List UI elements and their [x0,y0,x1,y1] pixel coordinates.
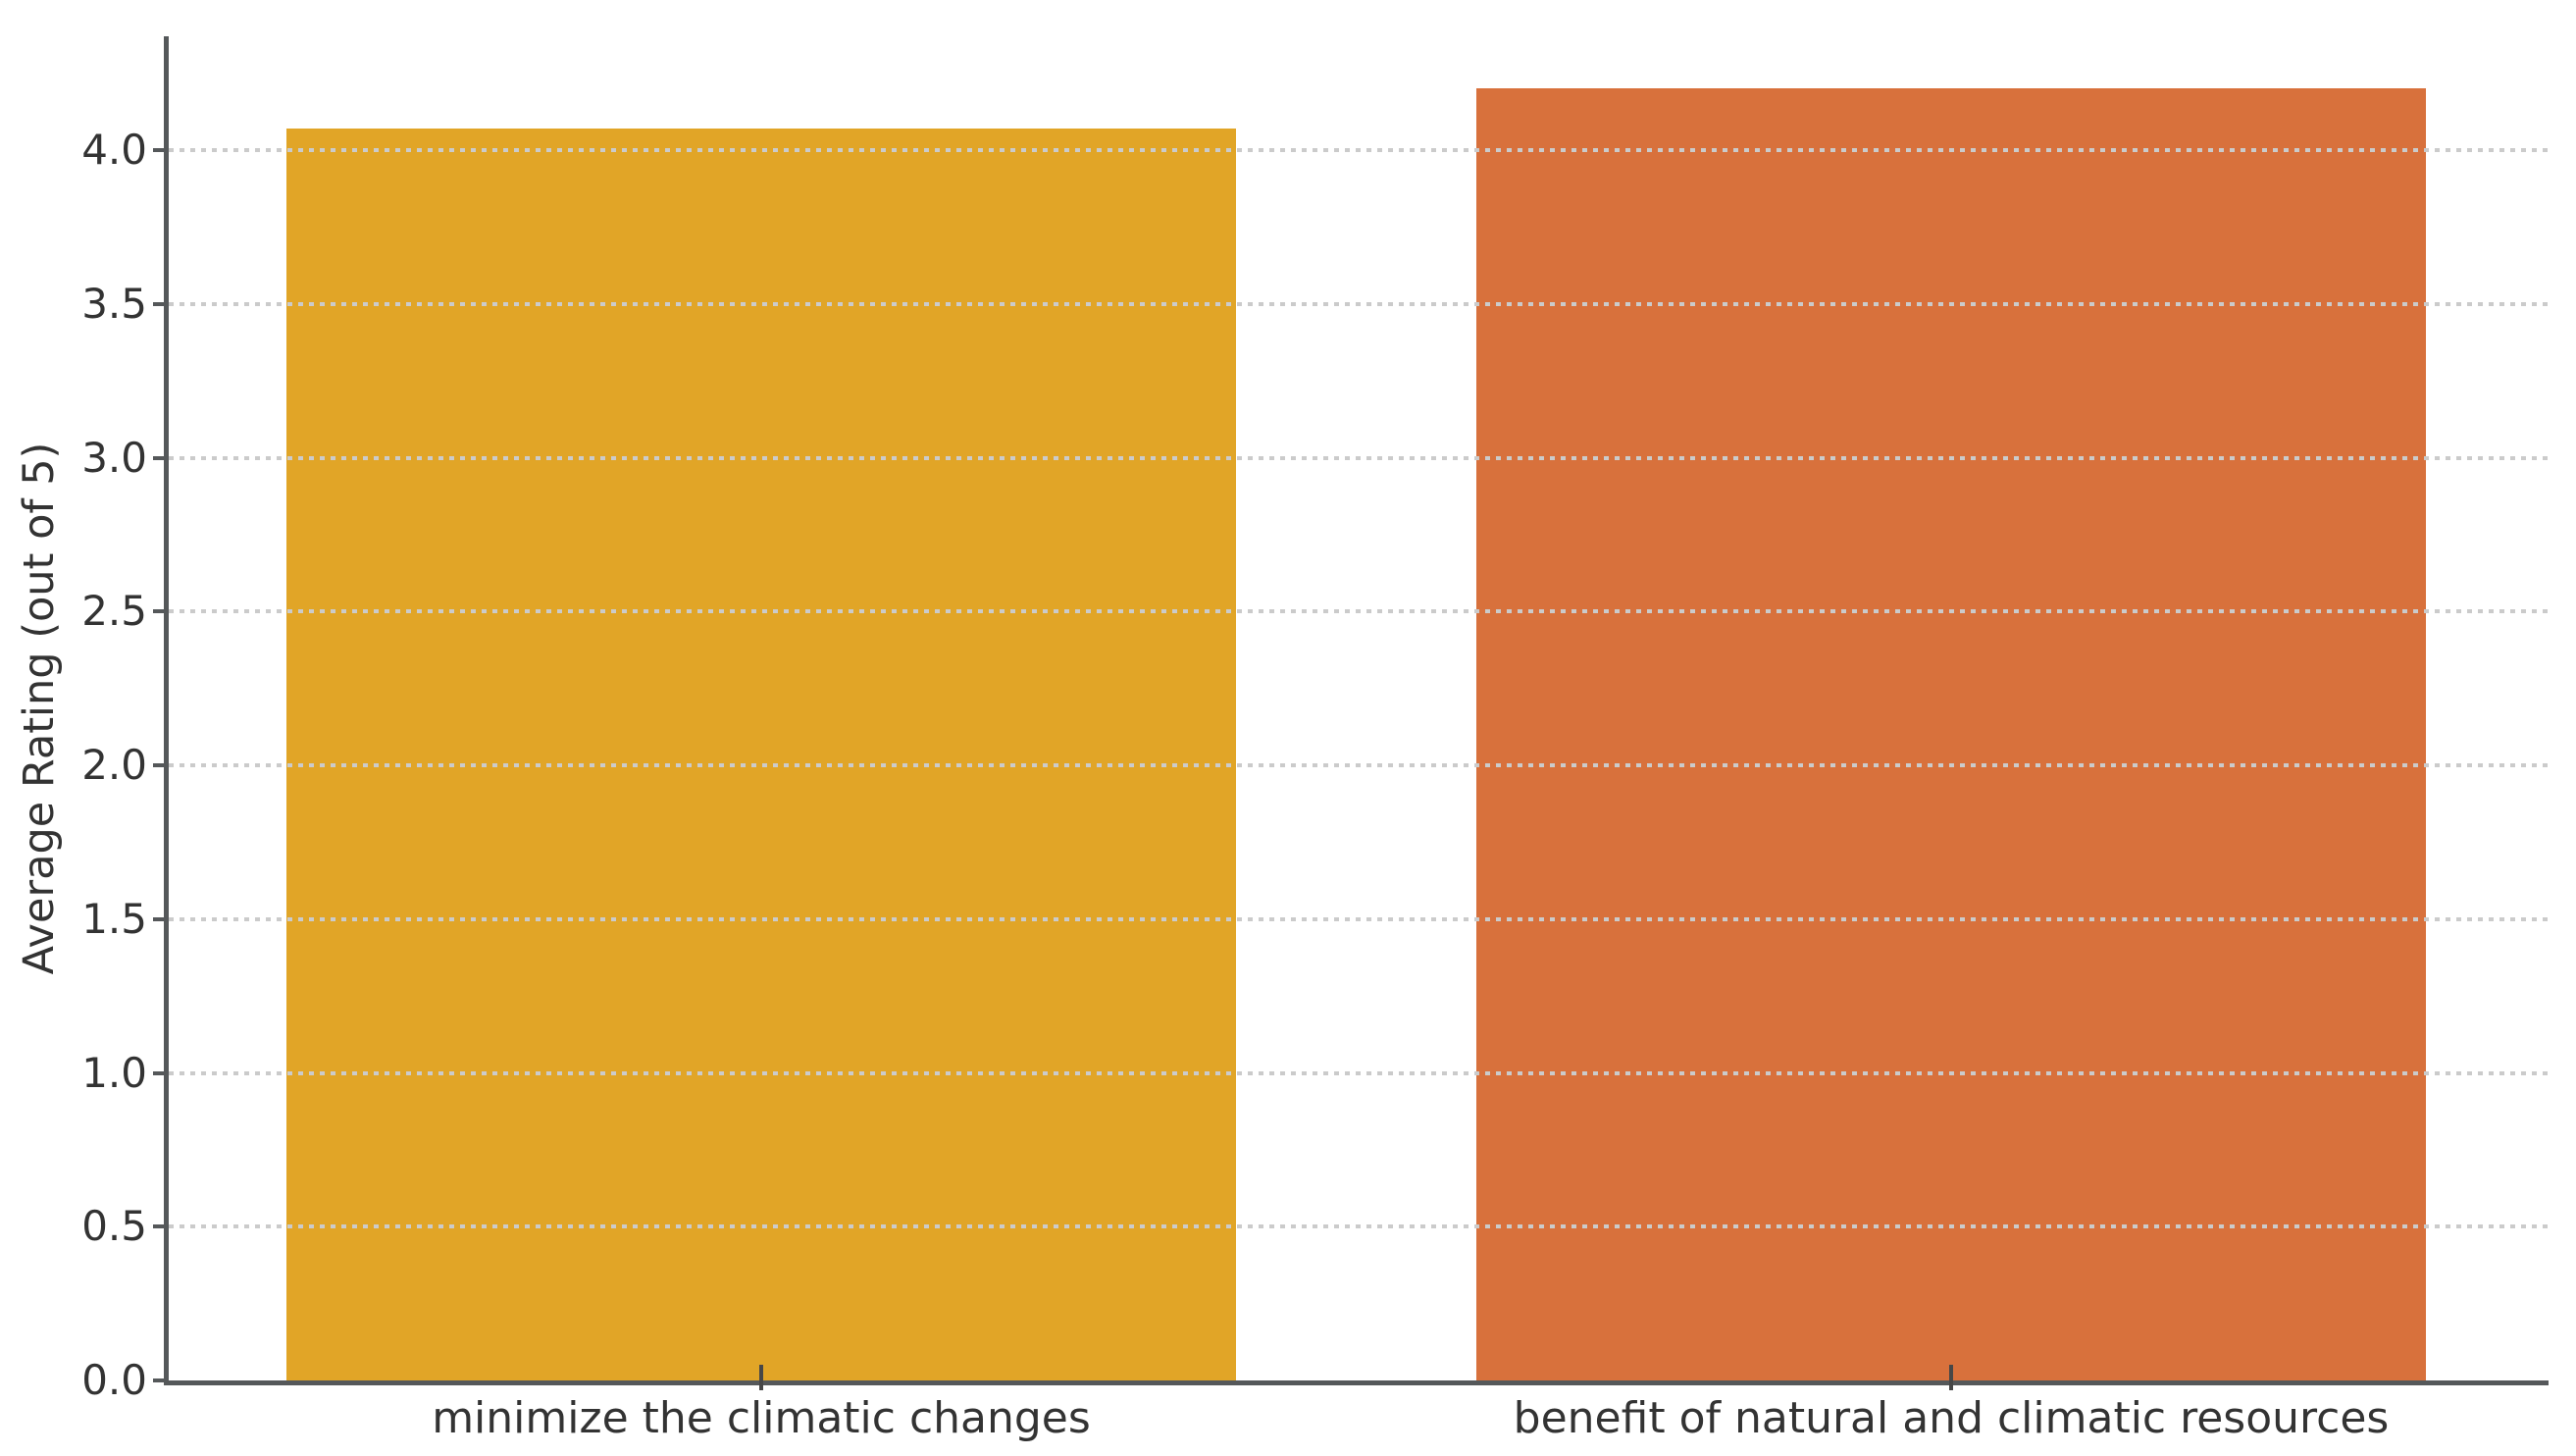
bar-benefit-of-natural-and-climatic-resources [1476,88,2426,1380]
x-tick-label-benefit-of-natural-and-climatic-resources: benefit of natural and climatic resource… [1513,1393,2390,1443]
gridline-2.5 [169,609,2549,614]
y-tick-label-3.0: 3.0 [81,433,147,482]
x-tick-label-minimize-the-climatic-changes: minimize the climatic changes [432,1393,1091,1443]
y-tick-label-0.0: 0.0 [81,1356,147,1404]
gridline-3.5 [169,301,2549,306]
y-tick-mark-4.0 [153,148,169,152]
y-tick-mark-3.0 [153,455,169,460]
y-tick-label-3.5: 3.5 [81,279,147,328]
gridline-3.0 [169,455,2549,460]
gridline-2.0 [169,763,2549,767]
y-tick-label-0.5: 0.5 [81,1202,147,1251]
y-tick-mark-3.5 [153,301,169,306]
y-tick-mark-0.5 [153,1224,169,1229]
x-tick-mark-0 [759,1365,763,1390]
y-tick-mark-1.0 [153,1070,169,1075]
y-tick-mark-2.5 [153,609,169,614]
x-axis-line [164,1380,2549,1385]
y-tick-mark-0.0 [153,1378,169,1382]
gridline-1.0 [169,1070,2549,1075]
y-tick-label-1.5: 1.5 [81,894,147,943]
gridline-1.5 [169,916,2549,921]
y-tick-label-2.0: 2.0 [81,741,147,789]
y-tick-mark-1.5 [153,916,169,921]
plot-area [164,36,2549,1385]
y-axis-line [164,36,169,1385]
bar-minimize-the-climatic-changes [286,129,1236,1380]
y-tick-label-4.0: 4.0 [81,126,147,174]
y-tick-mark-2.0 [153,763,169,767]
y-tick-label-2.5: 2.5 [81,587,147,636]
gridline-4.0 [169,148,2549,152]
y-tick-label-1.0: 1.0 [81,1048,147,1097]
x-tick-mark-1 [1949,1365,1953,1390]
gridline-0.5 [169,1224,2549,1229]
